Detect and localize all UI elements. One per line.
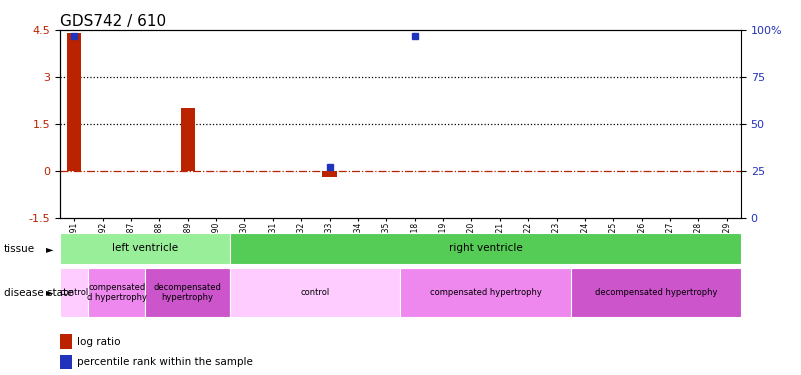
Bar: [60, 232, 231, 264]
Text: percentile rank within the sample: percentile rank within the sample: [77, 357, 253, 367]
Text: decompensated hypertrophy: decompensated hypertrophy: [594, 288, 717, 297]
Bar: [400, 268, 570, 317]
Bar: [181, 108, 195, 171]
Text: left ventricle: left ventricle: [112, 243, 179, 254]
Bar: [60, 334, 72, 349]
Text: tissue: tissue: [4, 244, 35, 254]
Text: log ratio: log ratio: [77, 336, 121, 346]
Text: decompensated
hypertrophy: decompensated hypertrophy: [154, 283, 222, 302]
Text: right ventricle: right ventricle: [449, 243, 522, 254]
Bar: [88, 268, 145, 317]
Bar: [323, 171, 336, 177]
Text: GDS742 / 610: GDS742 / 610: [60, 14, 166, 29]
Text: control: control: [59, 288, 89, 297]
Bar: [60, 268, 88, 317]
Text: control: control: [300, 288, 330, 297]
Text: compensated
d hypertrophy: compensated d hypertrophy: [87, 283, 147, 302]
Text: ►: ►: [46, 288, 54, 297]
Bar: [60, 355, 72, 369]
Text: ►: ►: [46, 244, 54, 254]
Bar: [145, 268, 231, 317]
Bar: [231, 232, 741, 264]
Text: disease state: disease state: [4, 288, 74, 297]
Bar: [231, 268, 400, 317]
Bar: [67, 33, 82, 171]
Bar: [570, 268, 741, 317]
Text: compensated hypertrophy: compensated hypertrophy: [429, 288, 541, 297]
